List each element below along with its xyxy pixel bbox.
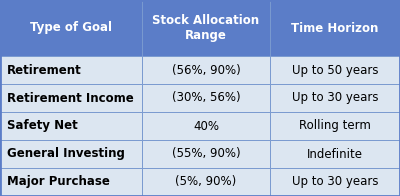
Text: Major Purchase: Major Purchase — [7, 175, 110, 189]
Bar — [142, 140, 270, 168]
Bar — [0, 168, 142, 196]
Bar — [142, 84, 270, 112]
Text: Rolling term: Rolling term — [299, 120, 371, 132]
Bar — [270, 84, 400, 112]
Bar — [270, 140, 400, 168]
Bar — [0, 140, 142, 168]
Text: Up to 30 years: Up to 30 years — [292, 92, 378, 104]
Bar — [0, 56, 142, 84]
Text: (5%, 90%): (5%, 90%) — [175, 175, 237, 189]
Bar — [142, 112, 270, 140]
Text: Indefinite: Indefinite — [307, 148, 363, 161]
Bar — [0, 112, 142, 140]
Bar — [0, 0, 142, 56]
Text: Up to 30 years: Up to 30 years — [292, 175, 378, 189]
Text: Retirement: Retirement — [7, 64, 82, 76]
Bar — [142, 56, 270, 84]
Text: Stock Allocation
Range: Stock Allocation Range — [152, 14, 260, 42]
Text: (56%, 90%): (56%, 90%) — [172, 64, 240, 76]
Bar — [0, 84, 142, 112]
Text: (30%, 56%): (30%, 56%) — [172, 92, 240, 104]
Text: Up to 50 years: Up to 50 years — [292, 64, 378, 76]
Bar — [142, 0, 270, 56]
Bar — [270, 112, 400, 140]
Bar — [142, 168, 270, 196]
Text: Safety Net: Safety Net — [7, 120, 78, 132]
Text: (55%, 90%): (55%, 90%) — [172, 148, 240, 161]
Text: General Investing: General Investing — [7, 148, 125, 161]
Bar — [270, 56, 400, 84]
Text: Time Horizon: Time Horizon — [291, 22, 379, 34]
Text: 40%: 40% — [193, 120, 219, 132]
Text: Type of Goal: Type of Goal — [30, 22, 112, 34]
Text: Retirement Income: Retirement Income — [7, 92, 134, 104]
Bar — [270, 0, 400, 56]
Bar — [270, 168, 400, 196]
